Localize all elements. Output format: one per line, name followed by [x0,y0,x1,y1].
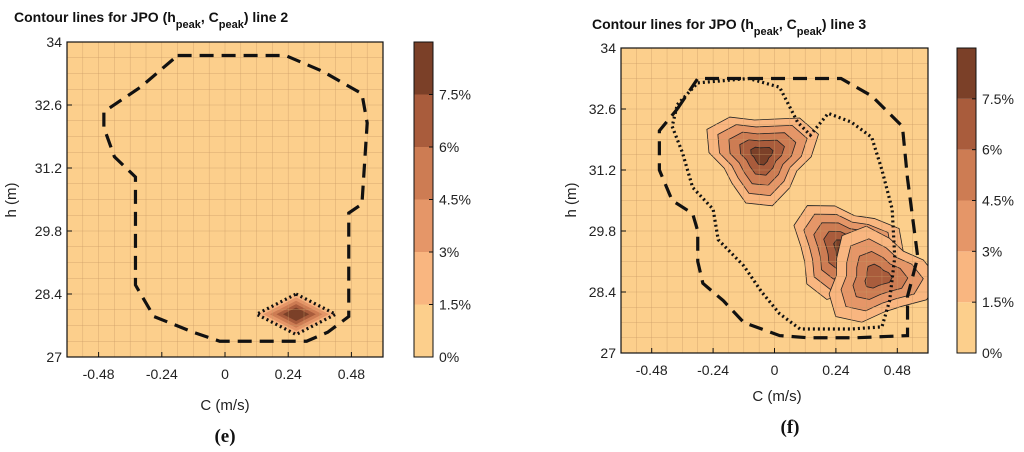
colorbar-band-e [414,252,433,305]
title-sub2-f: peak [797,26,823,38]
dashed-contour-e [102,53,369,343]
x-tick-label-e: -0.48 [83,366,115,382]
colorbar-band-f [957,200,976,252]
y-tick-label-e: 34 [46,34,62,50]
colorbar-tick-label-f: 0% [982,345,1002,361]
colorbar-tick-label-e: 3% [439,244,459,260]
colorbar-tick-label-e: 7.5% [439,87,471,103]
contour-band-e-0-6 [289,310,303,318]
colorbar-band-f [957,302,976,353]
title-sub1-e: peak [176,19,202,31]
chart-title-f: Contour lines for JPO (hpeak, Cpeak) lin… [592,16,866,38]
x-tick-label-e: 0.48 [338,366,365,382]
dotted-contour-f [670,76,897,331]
contour-band-f-2-4 [864,263,893,289]
colorbar-tick-label-e: 1.5% [439,297,471,313]
title-mid-f: , C [779,16,797,32]
colorbar-tick-label-f: 7.5% [982,91,1014,107]
x-axis-label-f: C (m/s) [752,388,801,405]
x-tick-label-f: 0.24 [822,362,849,378]
y-tick-label-e: 28.4 [35,286,62,302]
colorbar-tick-label-f: 6% [982,142,1002,158]
y-axis-label-f: h (m) [563,183,580,218]
colorbar-band-e [414,94,433,147]
colorbar-tick-label-e: 4.5% [439,192,471,208]
x-tick-label-e: 0 [221,366,229,382]
title-suffix-e: ) line 2 [244,9,289,25]
contour-band-f-0-5 [750,146,774,166]
y-tick-label-e: 27 [46,349,62,365]
colorbar-band-e [414,147,433,200]
colorbar-tick-label-f: 3% [982,243,1002,259]
colorbar-band-f [957,149,976,201]
y-tick-label-f: 34 [600,40,616,56]
colorbar-tick-label-e: 6% [439,139,459,155]
grid-f [621,48,928,353]
heatmap-field-f [706,116,928,323]
x-tick-label-e: -0.24 [146,366,178,382]
x-tick-label-f: -0.48 [636,362,668,378]
panel-label-f: (f) [781,417,800,438]
x-tick-label-f: 0 [771,362,779,378]
y-axis-label-e: h (m) [3,183,20,218]
chart-panel-e: Contour lines for JPO (hpeak, Cpeak) lin… [3,9,471,447]
colorbar-band-e [414,199,433,252]
colorbar-tick-label-e: 0% [439,349,459,365]
x-tick-label-f: -0.24 [697,362,729,378]
chart-panel-f: Contour lines for JPO (hpeak, Cpeak) lin… [563,16,1014,438]
y-tick-label-f: 28.4 [589,284,616,300]
colorbar-band-e [414,42,433,95]
title-sub2-e: peak [219,19,245,31]
y-tick-label-e: 31.2 [35,160,62,176]
colorbar-tick-label-f: 4.5% [982,193,1014,209]
y-tick-label-e: 29.8 [35,223,62,239]
y-tick-label-e: 32.6 [35,97,62,113]
grid-e [67,42,383,357]
title-sub1-f: peak [754,26,780,38]
title-mid-e: , C [201,9,219,25]
x-axis-label-e: C (m/s) [200,397,249,414]
chart-title-e: Contour lines for JPO (hpeak, Cpeak) lin… [14,9,288,31]
title-suffix-f: ) line 3 [822,16,867,32]
y-tick-label-f: 29.8 [589,223,616,239]
x-tick-label-e: 0.24 [275,366,302,382]
colorbar-band-f [957,251,976,303]
title-prefix-f: Contour lines for JPO (h [592,16,754,32]
y-tick-label-f: 27 [600,345,616,361]
colorbar-band-f [957,98,976,150]
colorbar-band-f [957,48,976,99]
title-prefix-e: Contour lines for JPO (h [14,9,176,25]
panel-label-e: (e) [214,426,235,447]
y-tick-label-f: 32.6 [589,101,616,117]
colorbar-band-e [414,304,433,357]
x-tick-label-f: 0.48 [884,362,911,378]
dashed-contour-f [657,76,920,340]
y-tick-label-f: 31.2 [589,162,616,178]
colorbar-tick-label-f: 1.5% [982,294,1014,310]
